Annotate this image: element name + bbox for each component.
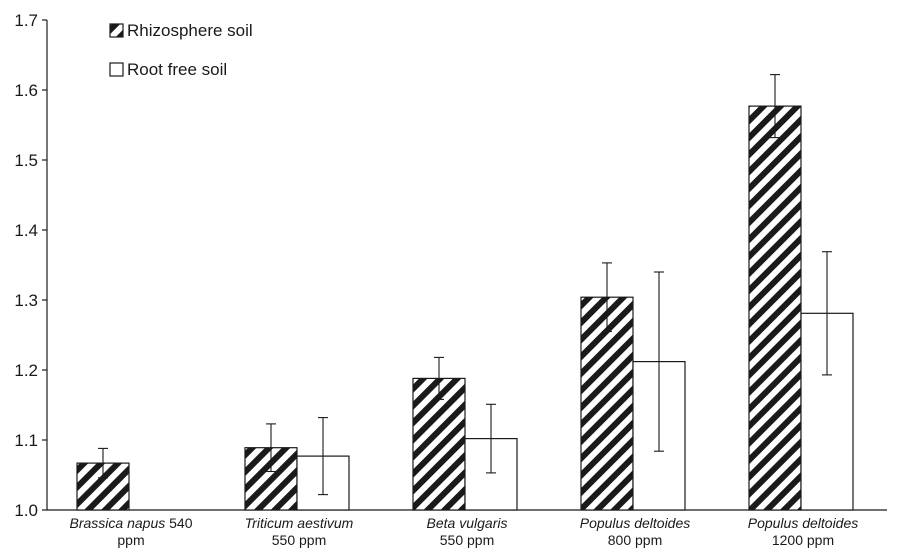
y-tick-label: 1.7 — [14, 11, 38, 30]
bar-rhizosphere — [412, 377, 466, 511]
legend-swatch-rhizosphere — [109, 23, 124, 38]
x-tick-label-line2: 550 ppm — [272, 532, 326, 548]
error-bar — [266, 423, 276, 473]
species-name: Triticum aestivum — [245, 515, 354, 531]
y-tick-label: 1.6 — [14, 81, 38, 100]
x-tick-label: Triticum aestivum — [245, 515, 354, 531]
y-tick-label: 1.0 — [14, 501, 38, 520]
species-name: Brassica napus — [70, 515, 166, 531]
legend: Rhizosphere soil Root free soil — [109, 21, 253, 79]
error-bar — [434, 356, 444, 400]
error-bar — [98, 447, 108, 479]
x-tick-label-line2: 1200 ppm — [772, 532, 834, 548]
y-tick-label: 1.2 — [14, 361, 38, 380]
x-tick-label-line2: 800 ppm — [608, 532, 662, 548]
error-bars — [98, 74, 832, 496]
legend-swatch-root-free — [109, 62, 124, 77]
bars — [76, 105, 854, 511]
axes: 1.0 1.1 1.2 1.3 1.4 1.5 1.6 1.7 — [14, 11, 887, 520]
y-tick-label: 1.5 — [14, 151, 38, 170]
x-tick-label: Beta vulgaris — [427, 515, 508, 531]
x-tick-label: Populus deltoides — [580, 515, 691, 531]
bar-rhizosphere — [580, 296, 634, 511]
error-bar — [654, 271, 664, 452]
y-tick-label: 1.1 — [14, 431, 38, 450]
error-bar — [770, 74, 780, 139]
error-bar — [602, 262, 612, 333]
y-tick-label: 1.3 — [14, 291, 38, 310]
legend-label: Rhizosphere soil — [127, 21, 253, 40]
error-bar — [318, 417, 328, 496]
error-bar — [486, 403, 496, 474]
x-tick-label-line2: 550 ppm — [440, 532, 494, 548]
concentration: 540 — [165, 515, 192, 531]
x-tick-label-unit: ppm — [117, 532, 144, 548]
species-name: Populus deltoides — [580, 515, 691, 531]
error-bar — [822, 251, 832, 376]
x-tick-label: Brassica napus 540 — [70, 515, 193, 531]
species-name: Populus deltoides — [748, 515, 859, 531]
species-name: Beta vulgaris — [427, 515, 508, 531]
legend-label: Root free soil — [127, 60, 227, 79]
y-tick-label: 1.4 — [14, 221, 38, 240]
bar-rhizosphere — [748, 105, 802, 511]
x-tick-label: Populus deltoides — [748, 515, 859, 531]
